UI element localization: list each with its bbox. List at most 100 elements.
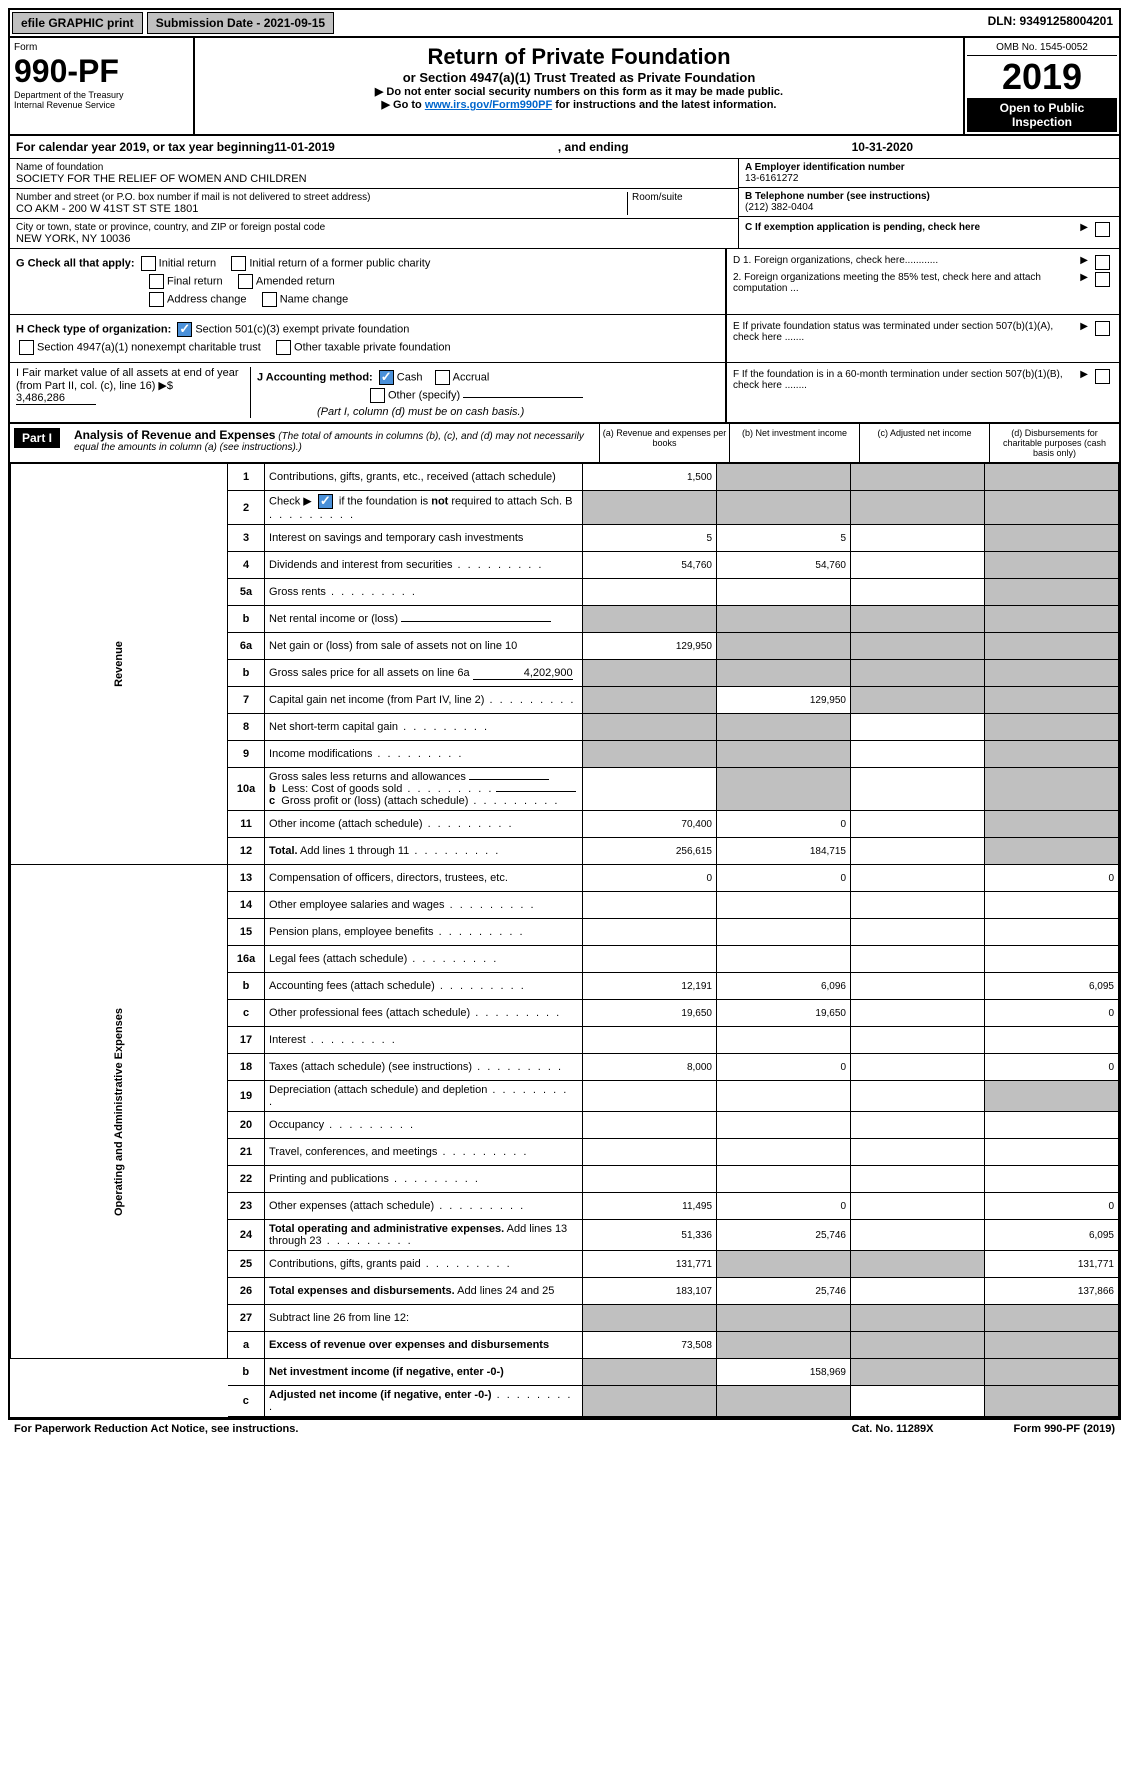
arrow-icon: ▶ — [1080, 272, 1088, 283]
row-desc: Other income (attach schedule) — [265, 811, 583, 838]
cal-pre: For calendar year 2019, or tax year begi… — [16, 140, 274, 154]
g2-checkbox[interactable] — [231, 256, 246, 271]
form-label: Form — [14, 42, 189, 53]
j3-label: Other (specify) — [388, 389, 460, 401]
j2-checkbox[interactable] — [435, 370, 450, 385]
row-desc: Gross sales less returns and allowances … — [265, 768, 583, 811]
g5-label: Address change — [167, 293, 247, 305]
row-desc: Check ▶ if the foundation is not require… — [265, 491, 583, 525]
cell-a: 8,000 — [583, 1054, 717, 1081]
row-num: a — [228, 1332, 265, 1359]
h2-checkbox[interactable] — [19, 340, 34, 355]
cell-d: 0 — [985, 865, 1119, 892]
d2-checkbox[interactable] — [1095, 272, 1110, 287]
checks-f: F If the foundation is in a 60-month ter… — [726, 363, 1119, 422]
arrow-icon: ▶ — [1080, 255, 1088, 266]
cell-c — [851, 525, 985, 552]
form990pf-link[interactable]: www.irs.gov/Form990PF — [425, 99, 552, 111]
row-desc: Dividends and interest from securities — [265, 552, 583, 579]
row-num: 12 — [228, 838, 265, 865]
efile-button[interactable]: efile GRAPHIC print — [12, 12, 143, 34]
tel-cell: B Telephone number (see instructions) (2… — [739, 188, 1119, 217]
table-row: cAdjusted net income (if negative, enter… — [11, 1386, 1119, 1417]
h2-label: Section 4947(a)(1) nonexempt charitable … — [37, 341, 261, 353]
revenue-side-label: Revenue — [11, 464, 228, 865]
cell-d — [985, 552, 1119, 579]
tel-value: (212) 382-0404 — [745, 202, 1113, 213]
h1-checkbox[interactable] — [177, 322, 192, 337]
d1-checkbox[interactable] — [1095, 255, 1110, 270]
e-checkbox[interactable] — [1095, 321, 1110, 336]
submission-button[interactable]: Submission Date - 2021-09-15 — [147, 12, 334, 34]
g3-checkbox[interactable] — [149, 274, 164, 289]
omb-number: OMB No. 1545-0052 — [967, 40, 1117, 56]
cell-a: 131,771 — [583, 1251, 717, 1278]
c-checkbox[interactable] — [1095, 222, 1110, 237]
row-num: 10a — [228, 768, 265, 811]
d2-label: 2. Foreign organizations meeting the 85%… — [733, 272, 1076, 294]
h3-checkbox[interactable] — [276, 340, 291, 355]
j1-checkbox[interactable] — [379, 370, 394, 385]
i-label: I Fair market value of all assets at end… — [16, 367, 239, 392]
cell-d: 0 — [985, 1054, 1119, 1081]
row-desc: Printing and publications — [265, 1166, 583, 1193]
g1-checkbox[interactable] — [141, 256, 156, 271]
cell-d: 6,095 — [985, 1220, 1119, 1251]
f-label: F If the foundation is in a 60-month ter… — [733, 369, 1076, 391]
g6-label: Name change — [280, 293, 349, 305]
g6-checkbox[interactable] — [262, 292, 277, 307]
g5-checkbox[interactable] — [149, 292, 164, 307]
j3-checkbox[interactable] — [370, 388, 385, 403]
dept-treasury: Department of the Treasury — [14, 90, 189, 100]
cell-b: 129,950 — [717, 687, 851, 714]
cell-b: 54,760 — [717, 552, 851, 579]
cell-b: 5 — [717, 525, 851, 552]
row-desc: Travel, conferences, and meetings — [265, 1139, 583, 1166]
table-row: bNet investment income (if negative, ent… — [11, 1359, 1119, 1386]
cell-b: 0 — [717, 1193, 851, 1220]
part1-table: Revenue 1 Contributions, gifts, grants, … — [10, 463, 1119, 1417]
ein-cell: A Employer identification number 13-6161… — [739, 159, 1119, 188]
row-num: 4 — [228, 552, 265, 579]
cell-a: 1,500 — [583, 464, 717, 491]
row-desc: Capital gain net income (from Part IV, l… — [265, 687, 583, 714]
cell-b: 6,096 — [717, 973, 851, 1000]
line6a-value: 4,202,900 — [473, 667, 573, 680]
info-left: Name of foundation SOCIETY FOR THE RELIE… — [10, 159, 739, 248]
info-block: Name of foundation SOCIETY FOR THE RELIE… — [10, 159, 1119, 249]
address: CO AKM - 200 W 41ST ST STE 1801 — [16, 203, 627, 215]
i-value: 3,486,286 — [16, 392, 96, 405]
part1-header-row: Part I Analysis of Revenue and Expenses … — [10, 422, 1119, 463]
row-desc: Excess of revenue over expenses and disb… — [265, 1332, 583, 1359]
addr-cell: Number and street (or P.O. box number if… — [10, 189, 738, 219]
form-box: Form 990-PF Department of the Treasury I… — [10, 38, 195, 134]
row-desc: Total. Add lines 1 through 11 — [265, 838, 583, 865]
schb-checkbox[interactable] — [318, 494, 333, 509]
g4-checkbox[interactable] — [238, 274, 253, 289]
cell-a: 51,336 — [583, 1220, 717, 1251]
j-label: J Accounting method: — [257, 371, 373, 383]
row-desc: Income modifications — [265, 741, 583, 768]
row-num: 17 — [228, 1027, 265, 1054]
header-note1: ▶ Do not enter social security numbers o… — [201, 85, 957, 98]
col-a-head: (a) Revenue and expenses per books — [599, 424, 729, 462]
cell-b: 158,969 — [717, 1359, 851, 1386]
cell-b: 0 — [717, 1054, 851, 1081]
row-num: 26 — [228, 1278, 265, 1305]
year-box: OMB No. 1545-0052 2019 Open to Public In… — [963, 38, 1119, 134]
row-desc: Gross sales price for all assets on line… — [265, 660, 583, 687]
checks-ij: I Fair market value of all assets at end… — [10, 363, 726, 422]
f-checkbox[interactable] — [1095, 369, 1110, 384]
h-label: H Check type of organization: — [16, 323, 171, 335]
dept-irs: Internal Revenue Service — [14, 100, 189, 110]
row-num: 20 — [228, 1112, 265, 1139]
cell-b: 25,746 — [717, 1278, 851, 1305]
cell-d — [985, 464, 1119, 491]
header-title: Return of Private Foundation — [201, 44, 957, 70]
row-num: 14 — [228, 892, 265, 919]
row-desc: Depreciation (attach schedule) and deple… — [265, 1081, 583, 1112]
footer-mid: Cat. No. 11289X — [852, 1423, 934, 1435]
cell-d: 0 — [985, 1000, 1119, 1027]
expenses-side-label: Operating and Administrative Expenses — [11, 865, 228, 1359]
addr-label: Number and street (or P.O. box number if… — [16, 192, 627, 203]
